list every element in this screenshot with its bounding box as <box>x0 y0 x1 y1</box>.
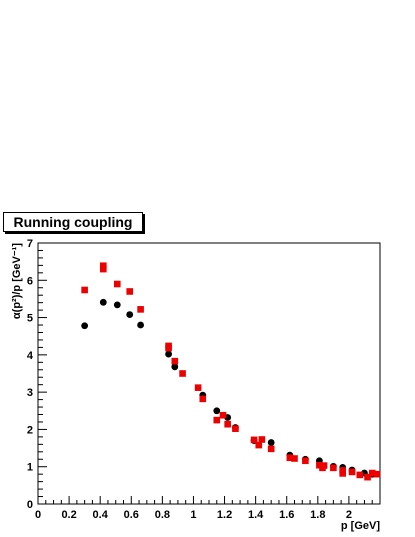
data-point-circle <box>213 407 221 415</box>
y-tick-label: 0 <box>27 499 33 511</box>
data-point-square <box>302 457 309 465</box>
data-point-square <box>267 445 275 453</box>
data-point-square <box>199 395 207 403</box>
data-point-square <box>213 416 221 424</box>
x-tick-label: 1.4 <box>248 509 264 521</box>
x-tick-label: 1.2 <box>217 509 232 521</box>
data-point-square <box>320 462 328 469</box>
data-point-square <box>219 411 227 419</box>
x-tick-label: 1.8 <box>310 509 325 521</box>
data-point-square <box>81 286 88 294</box>
x-tick-label: 1 <box>190 509 196 521</box>
data-point-square <box>330 464 337 472</box>
y-tick-label: 7 <box>27 238 33 250</box>
data-point-square <box>348 468 356 476</box>
data-point-square <box>137 306 144 313</box>
data-point-square <box>126 288 134 295</box>
chart-title: Running coupling <box>3 212 143 232</box>
data-point-square <box>373 470 381 478</box>
data-point-circle <box>81 322 89 330</box>
data-point-circle <box>267 439 275 446</box>
y-tick-label: 5 <box>27 313 33 325</box>
data-point-square <box>258 436 266 443</box>
data-point-square <box>364 473 371 481</box>
y-axis-title: α(p²)/p [GeV⁻¹] <box>11 243 23 319</box>
data-point-circle <box>137 321 145 329</box>
data-point-square <box>171 357 179 365</box>
x-tick-label: 0.6 <box>124 509 139 521</box>
x-axis-title: p [GeV] <box>341 520 380 532</box>
x-tick-label: 1.6 <box>279 509 294 521</box>
data-point-square <box>165 344 172 352</box>
data-point-circle <box>165 350 172 358</box>
y-tick-label: 2 <box>27 424 33 436</box>
y-tick-label: 1 <box>27 462 33 474</box>
y-tick-label: 3 <box>27 387 33 399</box>
data-point-square <box>291 455 298 462</box>
y-tick-label: 6 <box>27 275 33 287</box>
data-point-square <box>232 425 239 432</box>
data-point-square <box>113 280 121 288</box>
data-point-square <box>99 262 107 270</box>
data-point-circle <box>126 311 134 318</box>
data-point-circle <box>113 301 121 309</box>
y-tick-label: 4 <box>27 350 34 362</box>
x-tick-label: 0.8 <box>155 509 170 521</box>
data-point-square <box>250 436 258 444</box>
data-point-square <box>255 441 263 449</box>
data-point-square <box>368 469 376 477</box>
data-point-square <box>356 471 364 479</box>
data-point-square <box>339 470 346 477</box>
x-tick-label: 0.2 <box>61 509 76 521</box>
x-tick-label: 0.4 <box>93 509 109 521</box>
data-point-square <box>99 265 107 273</box>
x-tick-label: 0 <box>35 509 41 521</box>
data-point-square <box>194 384 202 391</box>
data-point-square <box>224 420 231 428</box>
x-tick-label: 2 <box>346 509 352 521</box>
data-point-square <box>286 454 294 462</box>
data-point-square <box>179 370 186 377</box>
plot-frame <box>37 242 381 505</box>
data-point-circle <box>99 298 107 306</box>
data-point-circle <box>171 363 179 371</box>
